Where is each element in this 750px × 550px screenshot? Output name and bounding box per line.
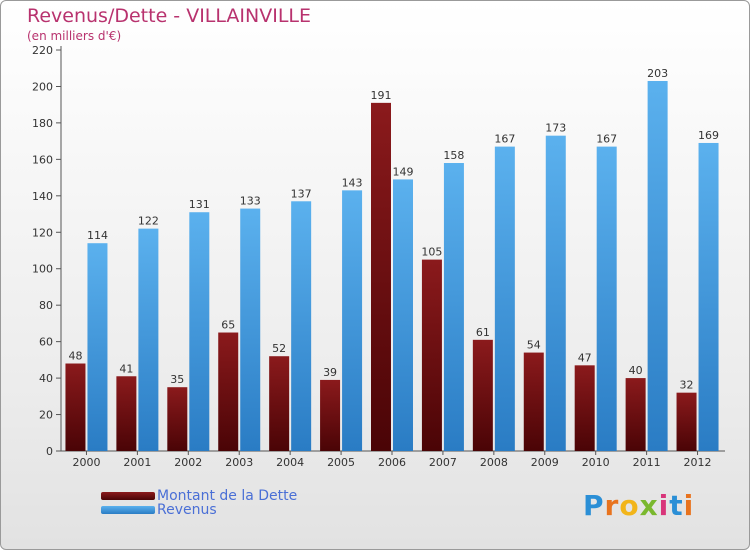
legend-swatch-revenus: [101, 506, 155, 514]
x-tick-label: 2009: [531, 456, 559, 469]
x-tick-label: 2006: [378, 456, 406, 469]
bar-revenus: [545, 135, 566, 451]
logo-letter: o: [619, 489, 640, 522]
legend-label-revenus: Revenus: [157, 502, 217, 518]
value-label-dette: 54: [527, 339, 541, 352]
x-tick-label: 2004: [276, 456, 304, 469]
x-tick-label: 2011: [633, 456, 661, 469]
bar-dette: [371, 102, 391, 451]
bar-dette: [574, 365, 595, 451]
chart-title: Revenus/Dette - VILLAINVILLE: [27, 5, 311, 27]
x-tick-label: 2012: [684, 456, 712, 469]
y-tick-label: 60: [39, 336, 53, 349]
logo-letter: i: [658, 489, 670, 522]
value-label-dette: 32: [680, 379, 694, 392]
bar-dette: [269, 356, 290, 451]
value-label-revenus: 137: [291, 187, 312, 200]
y-tick-label: 100: [32, 263, 53, 276]
bar-dette: [65, 363, 86, 451]
y-tick-label: 40: [39, 372, 53, 385]
y-tick-label: 0: [46, 445, 53, 458]
y-tick-label: 220: [32, 44, 53, 57]
x-tick-label: 2002: [174, 456, 202, 469]
bar-dette: [472, 339, 493, 451]
value-label-revenus: 131: [189, 198, 210, 211]
x-tick-label: 2005: [327, 456, 355, 469]
bar-revenus: [87, 243, 108, 451]
value-label-revenus: 169: [698, 129, 719, 142]
value-label-dette: 52: [272, 342, 286, 355]
bar-revenus: [596, 146, 617, 451]
value-label-revenus: 133: [240, 195, 261, 208]
value-label-revenus: 167: [596, 133, 617, 146]
legend-label-dette: Montant de la Dette: [157, 488, 298, 504]
value-label-revenus: 149: [393, 165, 414, 178]
value-label-dette: 40: [629, 364, 643, 377]
value-label-dette: 65: [221, 319, 235, 332]
legend-item-revenus: Revenus: [101, 502, 217, 518]
bar-dette: [320, 379, 341, 451]
y-tick-label: 20: [39, 409, 53, 422]
bar-revenus: [291, 201, 312, 451]
logo-letter: t: [669, 489, 684, 522]
x-tick-label: 2001: [123, 456, 151, 469]
y-tick-label: 120: [32, 226, 53, 239]
value-label-dette: 41: [119, 362, 133, 375]
bar-revenus: [138, 228, 159, 451]
value-label-dette: 191: [371, 89, 392, 102]
value-label-revenus: 167: [494, 133, 515, 146]
bar-revenus: [698, 142, 719, 451]
value-label-revenus: 173: [545, 122, 566, 135]
y-tick-label: 180: [32, 117, 53, 130]
bar-dette: [421, 259, 442, 451]
bar-revenus: [494, 146, 515, 451]
x-tick-label: 2007: [429, 456, 457, 469]
proxiti-logo: Proxiti: [583, 489, 694, 522]
bar-dette: [676, 392, 697, 451]
logo-letter: P: [583, 489, 605, 522]
value-label-dette: 35: [170, 373, 184, 386]
x-tick-label: 2008: [480, 456, 508, 469]
x-tick-label: 2000: [72, 456, 100, 469]
bar-revenus: [647, 80, 668, 452]
bar-dette: [625, 378, 646, 451]
bar-revenus: [443, 163, 464, 451]
x-tick-label: 2010: [582, 456, 610, 469]
value-label-revenus: 122: [138, 215, 159, 228]
value-label-dette: 61: [476, 326, 490, 339]
value-label-dette: 48: [68, 350, 82, 363]
logo-letter: r: [604, 489, 620, 522]
bar-dette: [523, 352, 544, 451]
value-label-revenus: 143: [342, 176, 363, 189]
bar-revenus: [393, 179, 413, 451]
value-label-revenus: 158: [443, 149, 464, 162]
value-label-dette: 47: [578, 351, 592, 364]
legend-item-dette: Montant de la Dette: [101, 488, 297, 504]
value-label-revenus: 114: [87, 229, 108, 242]
value-label-dette: 105: [421, 246, 442, 259]
logo-letter: x: [639, 489, 659, 522]
y-tick-label: 140: [32, 190, 53, 203]
value-label-revenus: 203: [647, 67, 668, 80]
legend-swatch-dette: [101, 492, 155, 500]
bar-dette: [116, 376, 137, 451]
value-label-dette: 39: [323, 366, 337, 379]
x-tick-label: 2003: [225, 456, 253, 469]
y-tick-label: 80: [39, 299, 53, 312]
chart-subtitle: (en milliers d'€): [27, 29, 122, 43]
y-tick-label: 160: [32, 153, 53, 166]
bar-dette: [167, 387, 188, 451]
bar-revenus: [342, 190, 363, 451]
bar-revenus: [189, 212, 210, 451]
bar-revenus: [240, 208, 261, 451]
bar-dette: [218, 332, 239, 451]
logo-letter: i: [683, 489, 695, 522]
y-tick-label: 200: [32, 80, 53, 93]
